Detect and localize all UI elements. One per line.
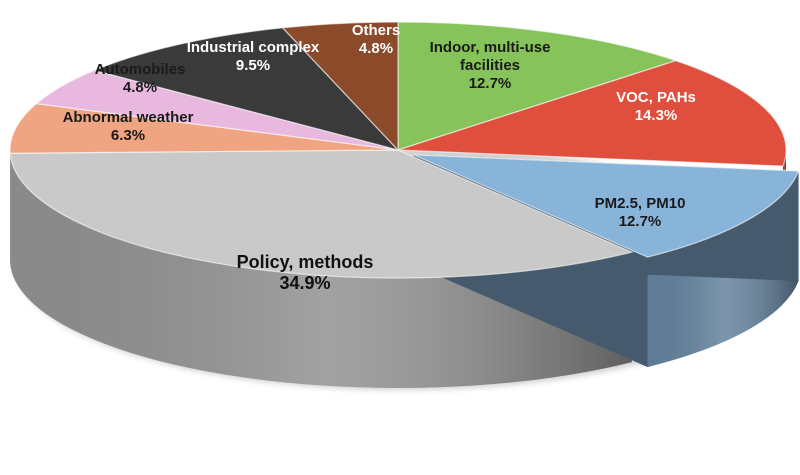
data-label-abnormal-weather: Abnormal weather 6.3% [63,109,194,144]
data-label-indoor-multi-use-facilities: Indoor, multi-use facilities 12.7% [430,39,551,92]
data-label-line: 4.8% [123,79,157,96]
data-label-line: Abnormal weather [63,109,194,126]
data-label-line: 14.3% [635,107,678,124]
data-label-line: facilities [460,57,520,74]
pie-labels: Indoor, multi-use facilities 12.7%VOC, PAH… [63,22,696,293]
data-label-line: 9.5% [236,57,270,74]
data-label-industrial-complex: Industrial complex 9.5% [187,39,320,74]
data-label-line: Indoor, multi-use [430,39,551,56]
slice-industrial-complex [92,27,400,152]
data-label-line: 6.3% [111,127,145,144]
data-label-line: VOC, PAHs [616,89,696,106]
slice-side-shade-policy-methods [10,153,632,388]
data-label-line: Policy, methods [237,252,374,272]
data-label-line: 4.8% [359,40,393,57]
data-label-line: PM2.5, PM10 [595,195,686,212]
data-label-line: Others [352,22,400,39]
slice-pm2-5-pm10 [413,154,800,258]
data-label-automobiles: Automobiles 4.8% [95,61,186,96]
data-label-line: 34.9% [279,273,330,293]
data-label-line: 12.7% [469,75,512,92]
data-label-others: Others 4.8% [352,22,400,57]
data-label-line: Industrial complex [187,39,320,56]
data-label-policy-methods: Policy, methods 34.9% [237,252,374,293]
data-label-voc-pahs: VOC, PAHs 14.3% [616,89,696,124]
slice-abnormal-weather [9,103,399,154]
data-label-line: Automobiles [95,61,186,78]
slice-others [281,21,399,152]
slice-policy-methods [9,149,634,279]
data-label-line: 12.7% [619,213,662,230]
slice-indoor-multi-use-facilities [397,21,678,151]
data-label-pm2-5-pm10: PM2.5, PM10 12.7% [595,195,686,230]
slice-voc-pahs [397,60,787,167]
pie-slices [9,21,800,279]
